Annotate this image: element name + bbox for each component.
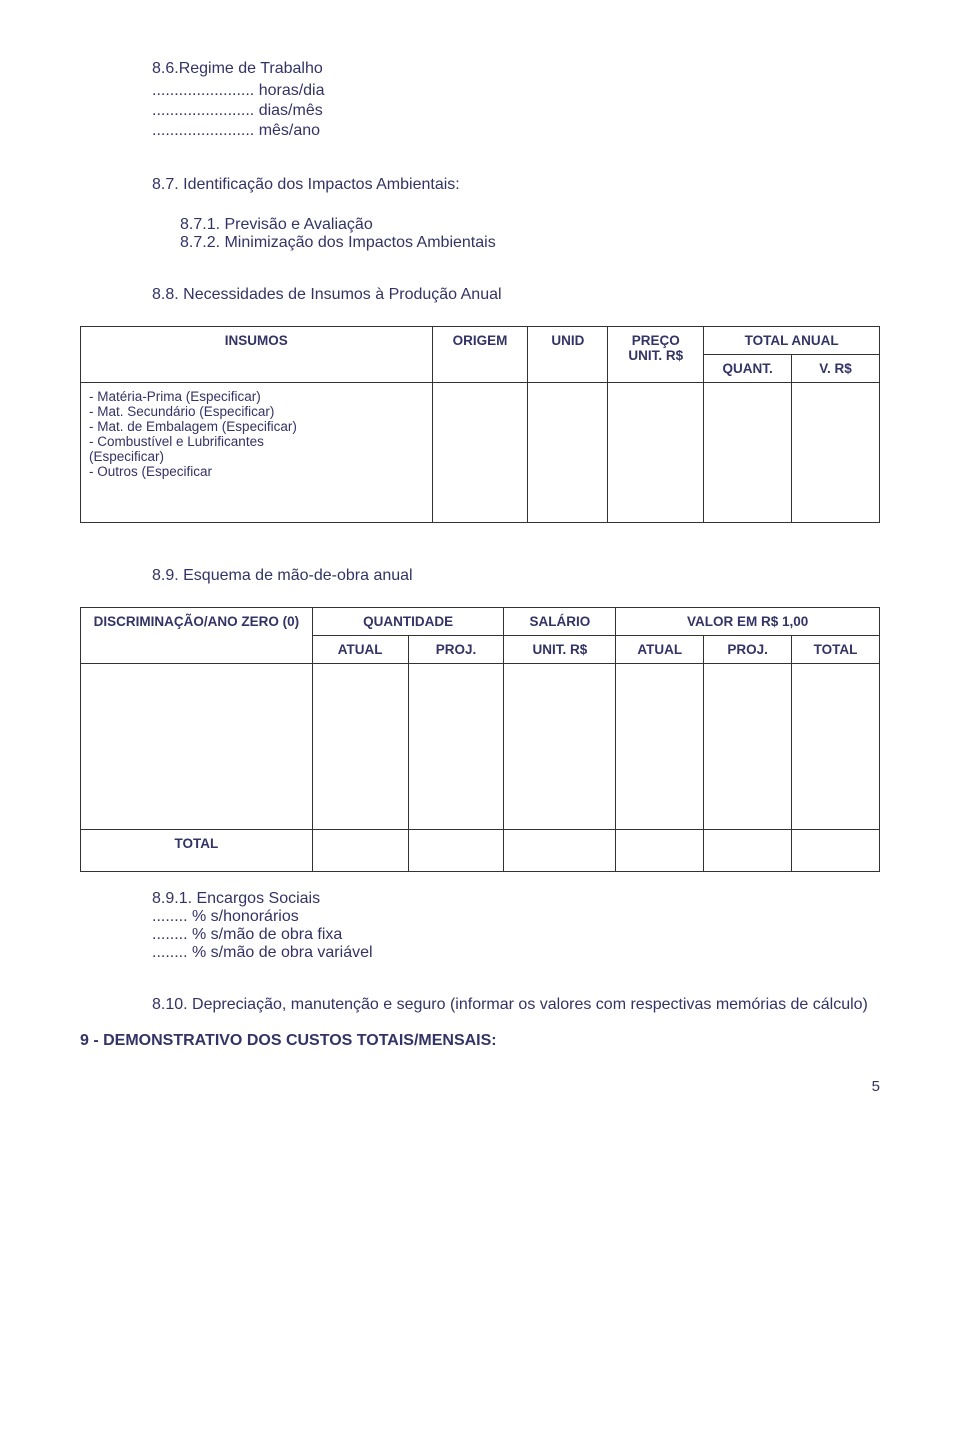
sec88-title: 8.8. Necessidades de Insumos à Produção …	[152, 286, 880, 304]
th-quant: QUANT.	[704, 355, 792, 383]
th-preco: PREÇO UNIT. R$	[608, 327, 704, 383]
sec86-line-2: ....................... dias/mês	[152, 102, 880, 120]
th-atual-2: ATUAL	[616, 636, 704, 664]
sec87-item-1: 8.7.1. Previsão e Avaliação	[180, 216, 880, 234]
mao-total-label: TOTAL	[81, 830, 313, 872]
sec89-title: 8.9. Esquema de mão-de-obra anual	[152, 567, 880, 585]
th-insumos: INSUMOS	[81, 327, 433, 383]
th-proj-1: PROJ.	[408, 636, 504, 664]
th-atual-1: ATUAL	[312, 636, 408, 664]
sec891-line-2: ........ % s/mão de obra fixa	[152, 926, 880, 944]
sec891-title: 8.9.1. Encargos Sociais	[152, 890, 880, 908]
th-vr: V. R$	[792, 355, 880, 383]
th-quantidade: QUANTIDADE	[312, 608, 504, 636]
mao-table: DISCRIMINAÇÃO/ANO ZERO (0) QUANTIDADE SA…	[80, 607, 880, 872]
mao-row-total: TOTAL	[81, 830, 880, 872]
sec9-title: 9 - DEMONSTRATIVO DOS CUSTOS TOTAIS/MENS…	[80, 1032, 880, 1050]
sec87-title: 8.7. Identificação dos Impactos Ambienta…	[152, 176, 880, 194]
insumos-row: - Matéria-Prima (Especificar) - Mat. Sec…	[81, 383, 880, 523]
th-disc: DISCRIMINAÇÃO/ANO ZERO (0)	[81, 608, 313, 664]
sec810-text: 8.10. Depreciação, manutenção e seguro (…	[152, 996, 868, 1013]
th-proj-2: PROJ.	[704, 636, 792, 664]
sec891-line-3: ........ % s/mão de obra variável	[152, 944, 880, 962]
mao-row-data	[81, 664, 880, 794]
th-total-anual: TOTAL ANUAL	[704, 327, 880, 355]
sec86-line-3: ....................... mês/ano	[152, 122, 880, 140]
mao-row-spacer	[81, 794, 880, 830]
sec86-line-1: ....................... horas/dia	[152, 82, 880, 100]
sec87-item-2: 8.7.2. Minimização dos Impactos Ambienta…	[180, 234, 880, 252]
th-origem: ORIGEM	[432, 327, 528, 383]
sec86-title: 8.6.Regime de Trabalho	[152, 60, 880, 78]
th-unid: UNID	[528, 327, 608, 383]
th-salario: SALÁRIO	[504, 608, 616, 636]
th-valor-em: VALOR EM R$ 1,00	[616, 608, 880, 636]
th-unit: UNIT. R$	[504, 636, 616, 664]
insumos-body: - Matéria-Prima (Especificar) - Mat. Sec…	[81, 383, 433, 523]
insumos-table: INSUMOS ORIGEM UNID PREÇO UNIT. R$ TOTAL…	[80, 326, 880, 523]
page-number: 5	[80, 1078, 880, 1095]
sec891-line-1: ........ % s/honorários	[152, 908, 880, 926]
th-total: TOTAL	[792, 636, 880, 664]
